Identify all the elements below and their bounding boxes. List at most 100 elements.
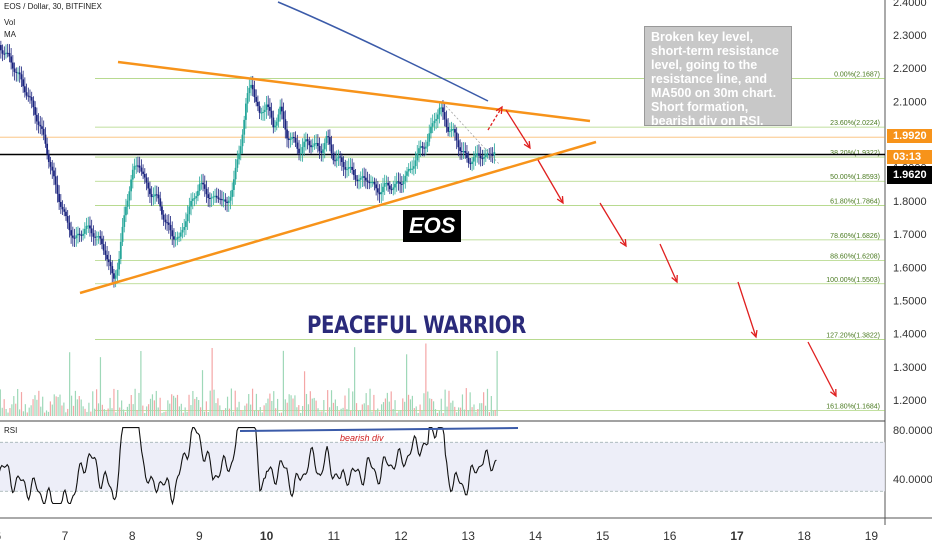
vol-label: Vol: [4, 18, 16, 27]
volume-bar: [340, 408, 342, 416]
candle-body: [399, 182, 402, 184]
candle-body: [176, 237, 179, 240]
volume-bar: [174, 397, 177, 416]
candle-body: [188, 206, 191, 215]
candle-body: [286, 129, 288, 139]
volume-bar: [105, 411, 107, 416]
time-tick-label: 14: [529, 529, 543, 543]
candle-body: [143, 173, 146, 178]
candle-body: [181, 229, 184, 233]
volume-bar: [130, 395, 132, 416]
candle-body: [419, 146, 422, 149]
fib-label: 127.20%(1.3822): [826, 333, 880, 340]
candle-body: [411, 168, 414, 170]
candle-body: [455, 132, 458, 141]
fib-label: 50.00%(1.8593): [830, 174, 880, 181]
candle-body: [251, 84, 254, 90]
rsi-tick-label: 80.0000: [893, 425, 932, 437]
volume-bar: [417, 412, 419, 416]
candle-body: [111, 266, 114, 274]
volume-bar: [63, 402, 65, 416]
volume-bar: [173, 395, 175, 416]
candle-body: [388, 185, 391, 190]
volume-bar: [446, 406, 448, 416]
candle-body: [476, 153, 479, 155]
volume-bar: [388, 401, 390, 416]
candle-body: [450, 129, 453, 132]
candle-body: [229, 196, 232, 201]
candle-body: [106, 254, 109, 260]
volume-bar: [484, 405, 487, 416]
candle-body: [284, 119, 287, 130]
volume-bar: [386, 392, 388, 416]
candle-body: [433, 120, 436, 124]
candle-body: [0, 45, 2, 51]
candle-body: [423, 147, 426, 149]
volume-bar: [440, 398, 442, 416]
volume-bar: [284, 399, 286, 416]
volume-bar: [257, 410, 259, 416]
volume-bar: [76, 399, 78, 416]
candle-body: [219, 198, 222, 200]
candle-body: [428, 133, 431, 142]
candle-body: [248, 87, 251, 94]
candle-body: [328, 137, 331, 145]
volume-bar: [161, 412, 163, 416]
candle-body: [121, 226, 124, 242]
volume-bar: [24, 404, 26, 416]
candle-body: [256, 101, 259, 107]
candle-body: [392, 187, 395, 190]
candle-body: [370, 182, 372, 184]
candle-body: [277, 114, 280, 122]
volume-bar: [492, 410, 494, 416]
volume-bar: [107, 408, 109, 416]
candle-body: [190, 200, 192, 207]
volume-bar: [84, 408, 86, 416]
candle-body: [303, 141, 306, 148]
candle-body: [133, 166, 136, 170]
volume-bar: [178, 406, 181, 416]
candle-body: [68, 222, 71, 231]
volume-bar: [267, 398, 269, 416]
volume-bar: [490, 396, 492, 416]
projection-arrow-head: [495, 105, 503, 115]
eos-label: EOS: [403, 210, 462, 242]
volume-bar: [402, 398, 404, 416]
volume-bar: [463, 409, 465, 416]
volume-bar: [199, 407, 202, 416]
candle-body: [421, 146, 424, 148]
candle-body: [332, 153, 335, 161]
volume-bar: [171, 394, 173, 416]
volume-bar: [309, 391, 311, 416]
volume-bar: [421, 410, 423, 416]
candle-body: [221, 199, 223, 201]
volume-bar: [469, 392, 471, 416]
candle-body: [412, 166, 415, 169]
projection-arrow: [537, 159, 564, 204]
candle-body: [22, 79, 25, 87]
volume-bar: [450, 402, 452, 416]
candle-body: [92, 233, 95, 237]
volume-bar: [201, 370, 204, 416]
volume-bar: [394, 400, 396, 416]
fib-label: 100.00%(1.5503): [826, 277, 880, 284]
candle-body: [6, 52, 9, 54]
candle-body: [114, 275, 117, 279]
projection-arrow-head: [671, 274, 678, 284]
candle-body: [193, 198, 196, 200]
volume-bar: [128, 403, 130, 416]
candle-body: [296, 142, 299, 149]
candle-body: [373, 181, 376, 185]
price-tag-level: 1.9620: [887, 166, 932, 184]
volume-bar: [165, 411, 167, 416]
candle-body: [162, 214, 165, 220]
projection-arrow: [807, 341, 837, 397]
candle-body: [97, 236, 100, 238]
candle-body: [443, 112, 446, 120]
candle-body: [73, 237, 76, 239]
volume-bar: [255, 393, 258, 416]
candle-body: [263, 109, 266, 112]
volume-bar: [94, 408, 96, 416]
candle-body: [147, 182, 150, 189]
